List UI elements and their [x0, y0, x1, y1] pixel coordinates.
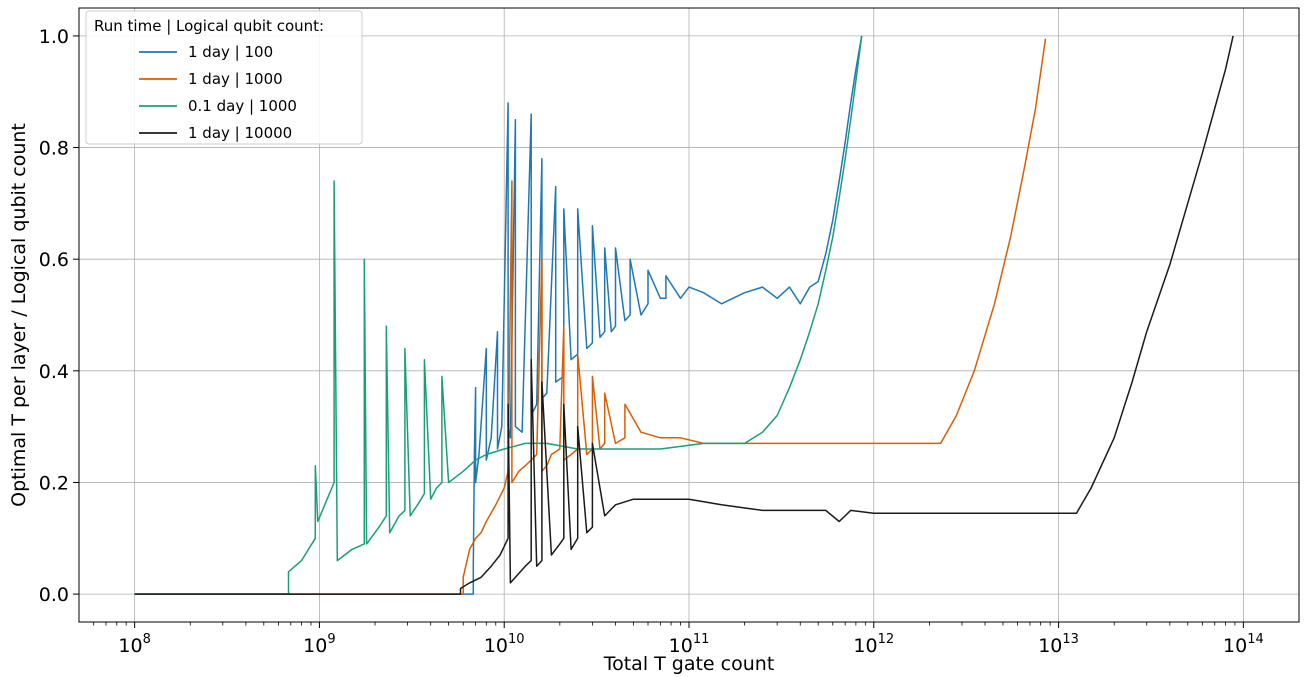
x-axis-label: Total T gate count — [603, 653, 775, 675]
legend-title: Run time | Logical qubit count: — [94, 17, 324, 35]
y-axis-label: Optimal T per layer / Logical qubit coun… — [8, 123, 30, 507]
y-tick-label: 1.0 — [39, 26, 69, 48]
grid — [79, 8, 1299, 622]
legend-entry-label: 0.1 day | 1000 — [188, 97, 297, 115]
x-tick-label: 108 — [118, 632, 150, 657]
legend-box — [85, 10, 363, 145]
x-tick-label: 109 — [303, 632, 335, 657]
legend: Run time | Logical qubit count: 1 day | … — [85, 10, 363, 145]
series-line — [134, 35, 863, 595]
legend-entries: 1 day | 100 1 day | 1000 0.1 day | 1000 1 d… — [139, 43, 297, 142]
x-tick-label: 1012 — [853, 632, 894, 657]
series-line — [134, 35, 1234, 595]
x-axis-ticks: 108 109 1010 1011 1012 1013 1014 — [93, 622, 1264, 657]
legend-entry-label: 1 day | 10000 — [188, 124, 292, 142]
x-tick-label: 1013 — [1038, 632, 1079, 657]
x-tick-label: 1010 — [484, 632, 525, 657]
y-axis-ticks: 0.0 0.2 0.4 0.6 0.8 1.0 — [39, 26, 79, 606]
legend-entry-label: 1 day | 1000 — [188, 70, 283, 88]
y-tick-label: 0.0 — [39, 584, 69, 606]
x-tick-label: 1014 — [1223, 632, 1264, 657]
x-tick-label: 1011 — [669, 632, 710, 657]
y-tick-label: 0.2 — [39, 472, 69, 494]
y-tick-label: 0.8 — [39, 138, 69, 160]
series-lines — [134, 35, 1234, 595]
series-line — [134, 35, 863, 595]
legend-entry-label: 1 day | 100 — [188, 43, 273, 61]
y-tick-label: 0.4 — [39, 361, 69, 383]
y-tick-label: 0.6 — [39, 249, 69, 271]
